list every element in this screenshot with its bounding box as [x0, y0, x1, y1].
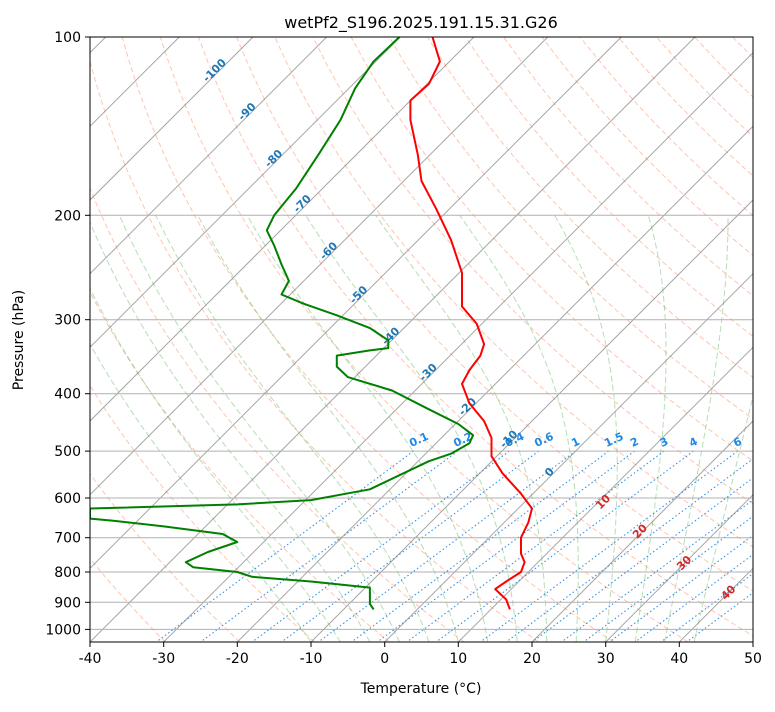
- y-tick-label: 400: [54, 387, 81, 403]
- x-tick-label: -10: [300, 651, 323, 667]
- y-tick-label: 500: [54, 444, 81, 460]
- x-axis-label: Temperature (°C): [360, 681, 482, 697]
- x-tick-label: 20: [523, 651, 541, 667]
- y-tick-label: 1000: [45, 622, 81, 638]
- x-tick-label: 30: [597, 651, 615, 667]
- x-tick-label: 10: [449, 651, 467, 667]
- y-tick-label: 900: [54, 595, 81, 611]
- y-tick-label: 100: [54, 30, 81, 46]
- y-tick-label: 800: [54, 565, 81, 581]
- x-tick-label: -30: [152, 651, 175, 667]
- y-axis-label: Pressure (hPa): [11, 290, 27, 390]
- x-tick-label: -40: [79, 651, 102, 667]
- y-tick-label: 300: [54, 313, 81, 329]
- y-tick-label: 600: [54, 491, 81, 507]
- chart-title: wetPf2_S196.2025.191.15.31.G26: [284, 13, 558, 33]
- x-tick-label: 0: [380, 651, 389, 667]
- x-tick-label: -20: [226, 651, 249, 667]
- x-tick-label: 50: [744, 651, 762, 667]
- y-tick-label: 200: [54, 208, 81, 224]
- x-tick-label: 40: [670, 651, 688, 667]
- y-tick-label: 700: [54, 531, 81, 547]
